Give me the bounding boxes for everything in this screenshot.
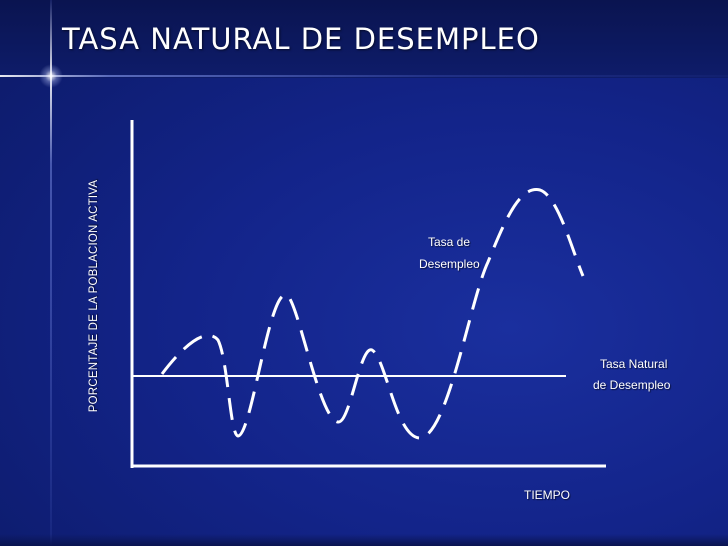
- natural-rate-label-line-1: Tasa Natural: [600, 357, 668, 371]
- y-axis-label: PORCENTAJE DE LA POBLACION ACTIVA: [88, 179, 100, 413]
- decorative-vertical-rule: [50, 0, 52, 546]
- natural-rate-label-line-2: de Desempleo: [593, 378, 671, 392]
- bottom-band: [0, 534, 728, 546]
- actual-rate-curve: [160, 188, 585, 440]
- x-axis-label: TIEMPO: [524, 488, 571, 502]
- slide-title: TASA NATURAL DE DESEMPLEO: [62, 22, 540, 56]
- actual-rate-label-line-2: Desempleo: [419, 257, 480, 271]
- decorative-horizontal-rule: [0, 75, 728, 77]
- actual-rate-label-line-1: Tasa de: [428, 235, 471, 249]
- title-band: [0, 0, 728, 78]
- decorative-star-glow: [39, 64, 63, 88]
